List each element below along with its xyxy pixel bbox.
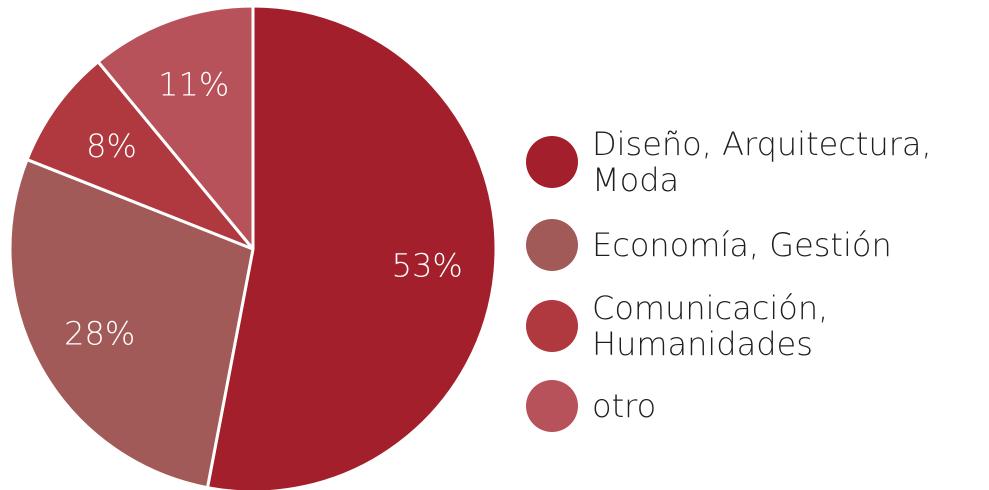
legend-label-otro: otro bbox=[592, 387, 657, 425]
legend-item-economia: Economía, Gestión bbox=[526, 219, 892, 271]
legend-swatch-diseno bbox=[526, 136, 578, 188]
pie-slice-otro bbox=[96, 4, 255, 251]
pie-slice-economia bbox=[8, 158, 255, 490]
pie-chart-plot: 53% 28% 8% 11% bbox=[8, 4, 498, 490]
pie-slice-labels: 53% 28% 8% 11% bbox=[64, 65, 463, 352]
legend-swatch-economia bbox=[526, 219, 578, 271]
legend-item-comunicacion: Comunicación, Humanidades bbox=[526, 290, 828, 362]
pie-slices bbox=[8, 4, 498, 490]
legend-swatch-otro bbox=[526, 380, 578, 432]
pie-slice-label-otro: 11% bbox=[158, 65, 229, 103]
legend-item-otro: otro bbox=[526, 380, 656, 432]
pie-slice-comunicacion bbox=[25, 60, 255, 251]
legend-swatch-comunicacion bbox=[526, 300, 578, 352]
legend-label-comunicacion: Comunicación, Humanidades bbox=[592, 289, 829, 363]
pie-slice-label-comunicacion: 8% bbox=[86, 127, 137, 165]
legend-item-diseno: Diseño, Arquitectura, Moda bbox=[526, 126, 932, 198]
legend-label-economia: Economía, Gestión bbox=[592, 226, 892, 264]
pie-slice-label-diseno: 53% bbox=[392, 247, 463, 285]
legend-label-diseno: Diseño, Arquitectura, Moda bbox=[592, 125, 932, 199]
pie-slice-diseno bbox=[205, 4, 498, 490]
pie-slice-label-economia: 28% bbox=[64, 314, 135, 352]
